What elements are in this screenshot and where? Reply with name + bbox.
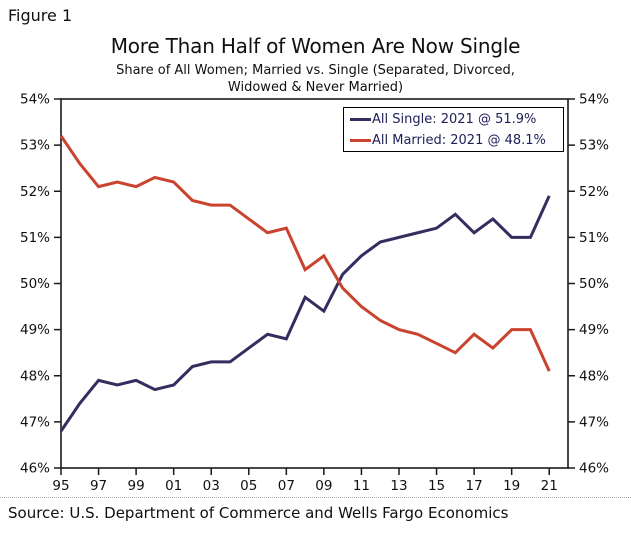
y-tick-label-right: 48%: [579, 368, 609, 384]
x-tick-label: 07: [278, 478, 295, 494]
x-tick-label: 95: [52, 478, 69, 494]
legend-item-all-single: All Single: 2021 @ 51.9%: [350, 109, 563, 130]
y-tick-label-right: 51%: [579, 230, 609, 246]
y-tick-label-left: 49%: [20, 322, 50, 338]
x-tick-label: 01: [165, 478, 182, 494]
y-tick-label-left: 48%: [20, 368, 50, 384]
y-tick-label-left: 52%: [20, 184, 50, 200]
x-tick-label: 09: [315, 478, 332, 494]
source-divider: [0, 497, 631, 498]
plot-frame: [60, 98, 569, 469]
y-tick-label-left: 46%: [20, 461, 50, 477]
legend-swatch-all-married: [350, 138, 371, 142]
y-tick-label-right: 46%: [579, 461, 609, 477]
y-tick-label-left: 51%: [20, 230, 50, 246]
x-tick-label: 97: [90, 478, 107, 494]
y-tick-label-left: 50%: [20, 276, 50, 292]
figure-label: Figure 1: [8, 6, 73, 25]
x-tick-label: 13: [390, 478, 407, 494]
x-tick-label: 17: [466, 478, 483, 494]
y-tick-label-right: 54%: [579, 92, 609, 108]
x-tick-label: 21: [541, 478, 558, 494]
legend-label-all-married: All Married: 2021 @ 48.1%: [372, 132, 546, 148]
y-tick-label-right: 50%: [579, 276, 609, 292]
y-tick-label-left: 47%: [20, 414, 50, 430]
x-tick-label: 11: [353, 478, 370, 494]
y-tick-label-right: 53%: [579, 138, 609, 154]
source-note: Source: U.S. Department of Commerce and …: [8, 504, 509, 522]
y-tick-label-left: 53%: [20, 138, 50, 154]
legend-item-all-married: All Married: 2021 @ 48.1%: [350, 130, 563, 151]
x-tick-label: 19: [503, 478, 520, 494]
y-tick-label-left: 54%: [20, 92, 50, 108]
chart-subtitle-line-1: Share of All Women; Married vs. Single (…: [116, 63, 515, 78]
legend-label-all-single: All Single: 2021 @ 51.9%: [372, 111, 537, 127]
y-tick-label-right: 49%: [579, 322, 609, 338]
y-tick-label-right: 47%: [579, 414, 609, 430]
x-tick-label: 15: [428, 478, 445, 494]
series-line-all-single: [59, 195, 551, 432]
x-tick-label: 03: [203, 478, 220, 494]
chart-title: More Than Half of Women Are Now Single: [110, 34, 521, 58]
x-tick-label: 05: [240, 478, 257, 494]
y-tick-label-right: 52%: [579, 184, 609, 200]
chart-subtitle-line-2: Widowed & Never Married): [227, 80, 404, 95]
series-line-all-married: [59, 135, 551, 372]
legend: All Single: 2021 @ 51.9% All Married: 20…: [343, 107, 564, 152]
x-tick-label: 99: [128, 478, 145, 494]
legend-swatch-all-single: [350, 117, 371, 121]
chart-subtitle: Share of All Women; Married vs. Single (…: [0, 62, 631, 96]
